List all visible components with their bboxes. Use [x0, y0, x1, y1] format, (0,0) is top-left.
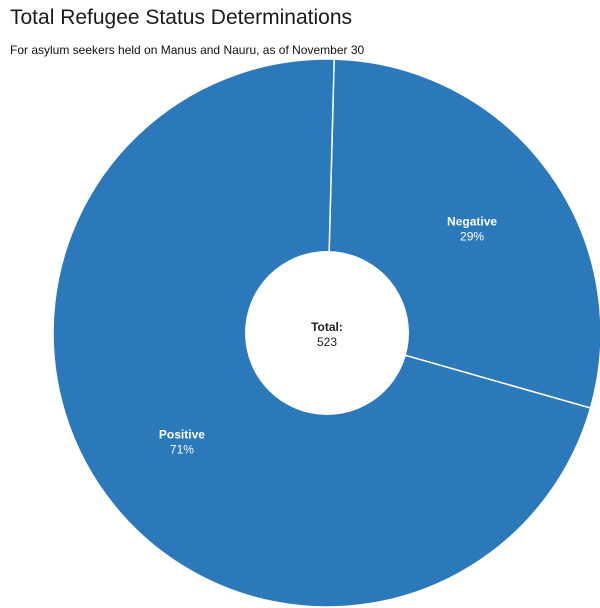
slice-percent-negative: 29%	[460, 229, 484, 243]
chart-subtitle: For asylum seekers held on Manus and Nau…	[10, 43, 365, 57]
slice-label-negative: Negative	[447, 214, 497, 228]
center-total-value: 523	[317, 335, 337, 349]
slice-label-positive: Positive	[159, 428, 205, 442]
center-total-label: Total:	[311, 320, 343, 334]
donut-hole	[245, 251, 409, 415]
slice-percent-positive: 71%	[170, 443, 194, 457]
chart-title: Total Refugee Status Determinations	[10, 6, 353, 29]
